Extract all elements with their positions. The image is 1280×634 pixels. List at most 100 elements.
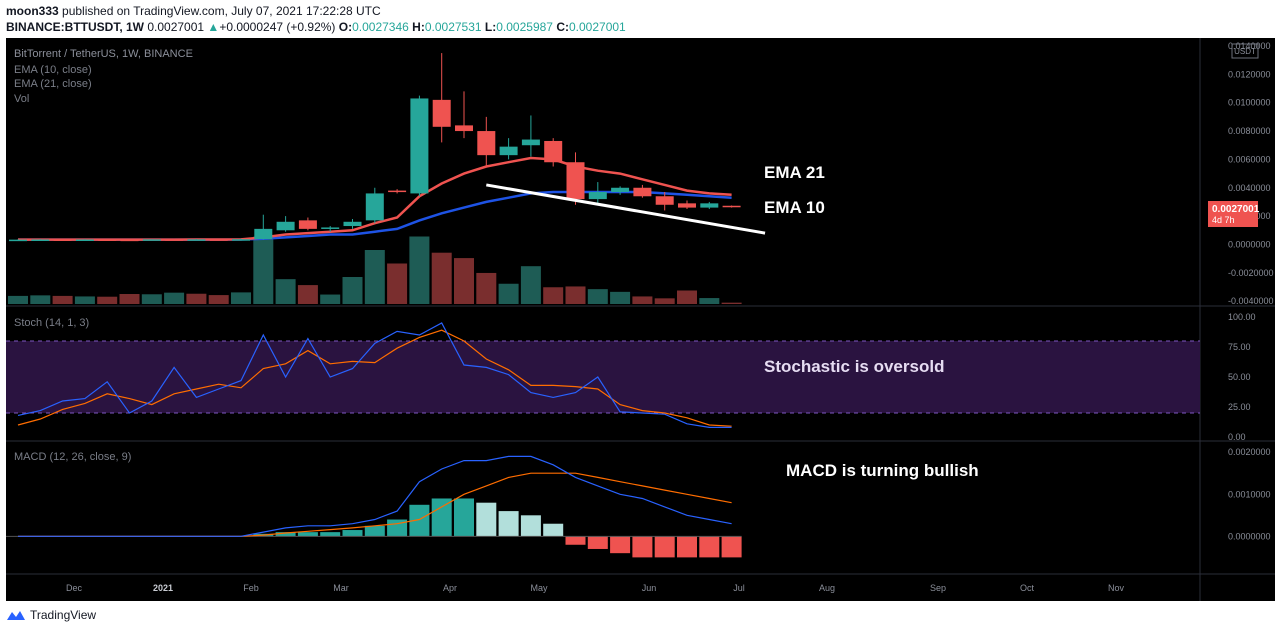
volume-bar [30, 295, 51, 304]
ema10-line [18, 156, 732, 241]
ema21-legend: EMA (21, close) [14, 78, 92, 90]
volume-bar [587, 289, 608, 304]
close-label: C: [556, 20, 569, 34]
low-label: L: [484, 20, 497, 34]
volume-bar [52, 295, 73, 304]
chart-area[interactable]: 0.0140000 0.0120000 0.0100000 0.0080000 0.00… [6, 38, 1275, 601]
time-tick-label: Mar [333, 583, 349, 593]
volume-bar [208, 295, 229, 304]
volume-bar [141, 294, 162, 304]
symbol-info-bar: BINANCE:BTTUSDT, 1W 0.0027001 ▲+0.000024… [6, 20, 626, 34]
volume-bar [387, 263, 408, 304]
candle-body [254, 228, 273, 240]
price-tick-label: 0.0120000 [1228, 69, 1271, 79]
tradingview-logo-icon [7, 611, 25, 620]
volume-bar [97, 296, 118, 304]
annotation-stoch: Stochastic is oversold [764, 357, 944, 376]
volume-bar [699, 298, 720, 304]
author-name[interactable]: moon333 [6, 4, 59, 18]
volume-bar [342, 277, 363, 304]
macd-legend: MACD (12, 26, close, 9) [14, 451, 131, 463]
price-tick-label: -0.0020000 [1228, 268, 1274, 278]
macd-histogram-bar [632, 536, 653, 558]
price-tick-label: 0.0060000 [1228, 154, 1271, 164]
macd-histogram-bar [275, 532, 296, 537]
macd-line [18, 455, 732, 537]
volume-bar [364, 250, 385, 304]
candle-body [455, 125, 473, 132]
change-arrow-icon: ▲ [207, 20, 220, 34]
time-tick-label: Oct [1020, 583, 1035, 593]
close-value: 0.0027001 [569, 20, 626, 34]
candle-body [142, 239, 161, 241]
candle-body [165, 239, 184, 241]
candle-body [544, 140, 563, 163]
candle-body [9, 239, 27, 242]
candle-body [521, 139, 540, 146]
candle-body [477, 131, 496, 156]
volume-bar [476, 272, 497, 304]
volume-bar [253, 236, 274, 304]
candle-body [343, 221, 362, 227]
stoch-tick-label: 75.00 [1228, 342, 1251, 352]
macd-histogram-bar [565, 536, 586, 545]
brand-name[interactable]: TradingView [30, 608, 97, 622]
macd-histogram-bar [721, 536, 742, 558]
candle-body [722, 205, 741, 208]
volume-bar [610, 291, 631, 304]
annotation-macd: MACD is turning bullish [786, 461, 979, 480]
stoch-tick-label: 0.00 [1228, 432, 1246, 442]
stoch-tick-label: 100.00 [1228, 312, 1256, 322]
volume-bar [721, 302, 742, 304]
volume-bar [654, 298, 675, 304]
open-value: 0.0027346 [352, 20, 409, 34]
volume-bar [186, 293, 207, 304]
candle-body [432, 99, 451, 127]
macd-histogram-bar [342, 530, 363, 537]
price-tick-label: 0.0000000 [1228, 239, 1271, 249]
price-tick-label: 0.0040000 [1228, 183, 1271, 193]
macd-histogram-bar [498, 511, 519, 537]
price-tick-label: -0.0040000 [1228, 296, 1274, 306]
macd-histogram-bar [476, 502, 497, 537]
ema10-legend: EMA (10, close) [14, 64, 92, 76]
candle-body [388, 190, 407, 193]
macd-histogram-bar [320, 532, 341, 537]
stoch-k-line [17, 322, 732, 428]
macd-histogram-bar [610, 536, 631, 554]
candle-body [365, 193, 384, 221]
candle-body [566, 162, 585, 200]
candle-body [499, 146, 518, 156]
volume-bar [632, 296, 653, 304]
vol-legend: Vol [14, 93, 29, 105]
macd-histogram-bar [454, 498, 474, 537]
support-trendline [486, 183, 766, 235]
last-price-tag [1208, 201, 1258, 227]
currency-badge [1231, 43, 1259, 59]
macd-histogram-bar [587, 536, 608, 549]
candle-body [588, 192, 607, 200]
candle-body [678, 203, 696, 208]
volume-bar [74, 296, 95, 304]
candle-body [187, 239, 206, 241]
currency-label: USDT [1234, 47, 1256, 56]
volume-bar [498, 283, 519, 304]
volume-bar [164, 292, 185, 304]
publish-text: published on TradingView.com, July 07, 2… [62, 4, 381, 18]
candle-body [232, 239, 250, 241]
volume-bar [297, 285, 318, 304]
volume-bar [409, 236, 430, 304]
time-tick-label: Sep [930, 583, 946, 593]
candle-body [633, 187, 652, 197]
candle-body [700, 203, 719, 208]
macd-histogram-bar [654, 536, 675, 558]
last-price-tag-value: 0.0027001 [1212, 204, 1260, 215]
volume-bar [543, 287, 564, 304]
chart-canvas[interactable]: 0.0140000 0.0120000 0.0100000 0.0080000 0.00… [6, 38, 1275, 601]
candle-body [75, 239, 94, 241]
volume-bar [431, 252, 452, 304]
volume-bar [119, 294, 140, 304]
stoch-tick-label: 50.00 [1228, 372, 1251, 382]
macd-histogram-bar [520, 515, 541, 537]
candle-body [98, 239, 117, 241]
